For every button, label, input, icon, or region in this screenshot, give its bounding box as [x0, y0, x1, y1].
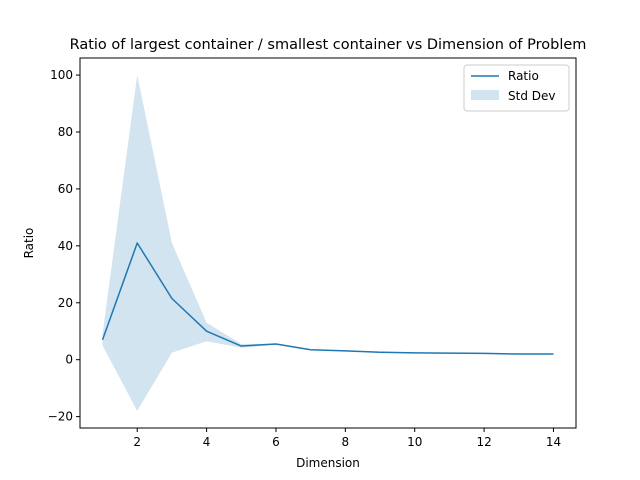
chart-title: Ratio of largest container / smallest co… — [70, 37, 587, 53]
y-tick-label: 80 — [58, 125, 73, 139]
axes-frame — [79, 57, 577, 429]
std-dev-band — [102, 75, 554, 411]
legend-ratio-label: Ratio — [508, 69, 539, 83]
x-tick-label: 4 — [203, 435, 211, 449]
y-tick-label: 0 — [65, 353, 73, 367]
x-tick-label: 2 — [133, 435, 141, 449]
x-axis: 2 4 6 8 10 12 14 — [133, 428, 561, 449]
y-axis: −20 0 20 40 60 80 100 — [48, 68, 80, 424]
legend-std-dev-swatch — [471, 90, 499, 100]
y-tick-label: −20 — [48, 410, 73, 424]
y-tick-label: 60 — [58, 182, 73, 196]
y-tick-label: 20 — [58, 296, 73, 310]
x-tick-label: 14 — [546, 435, 561, 449]
x-tick-label: 10 — [407, 435, 422, 449]
plot-area — [101, 75, 554, 411]
y-tick-label: 40 — [58, 239, 73, 253]
x-axis-label: Dimension — [296, 456, 360, 470]
x-tick-label: 8 — [342, 435, 350, 449]
y-axis-label: Ratio — [22, 228, 36, 259]
legend: Ratio Std Dev — [463, 64, 570, 112]
legend-std-dev-label: Std Dev — [508, 89, 555, 103]
y-tick-label: 100 — [50, 68, 73, 82]
ratio-line — [101, 242, 554, 355]
x-tick-label: 6 — [272, 435, 280, 449]
x-tick-label: 12 — [476, 435, 491, 449]
